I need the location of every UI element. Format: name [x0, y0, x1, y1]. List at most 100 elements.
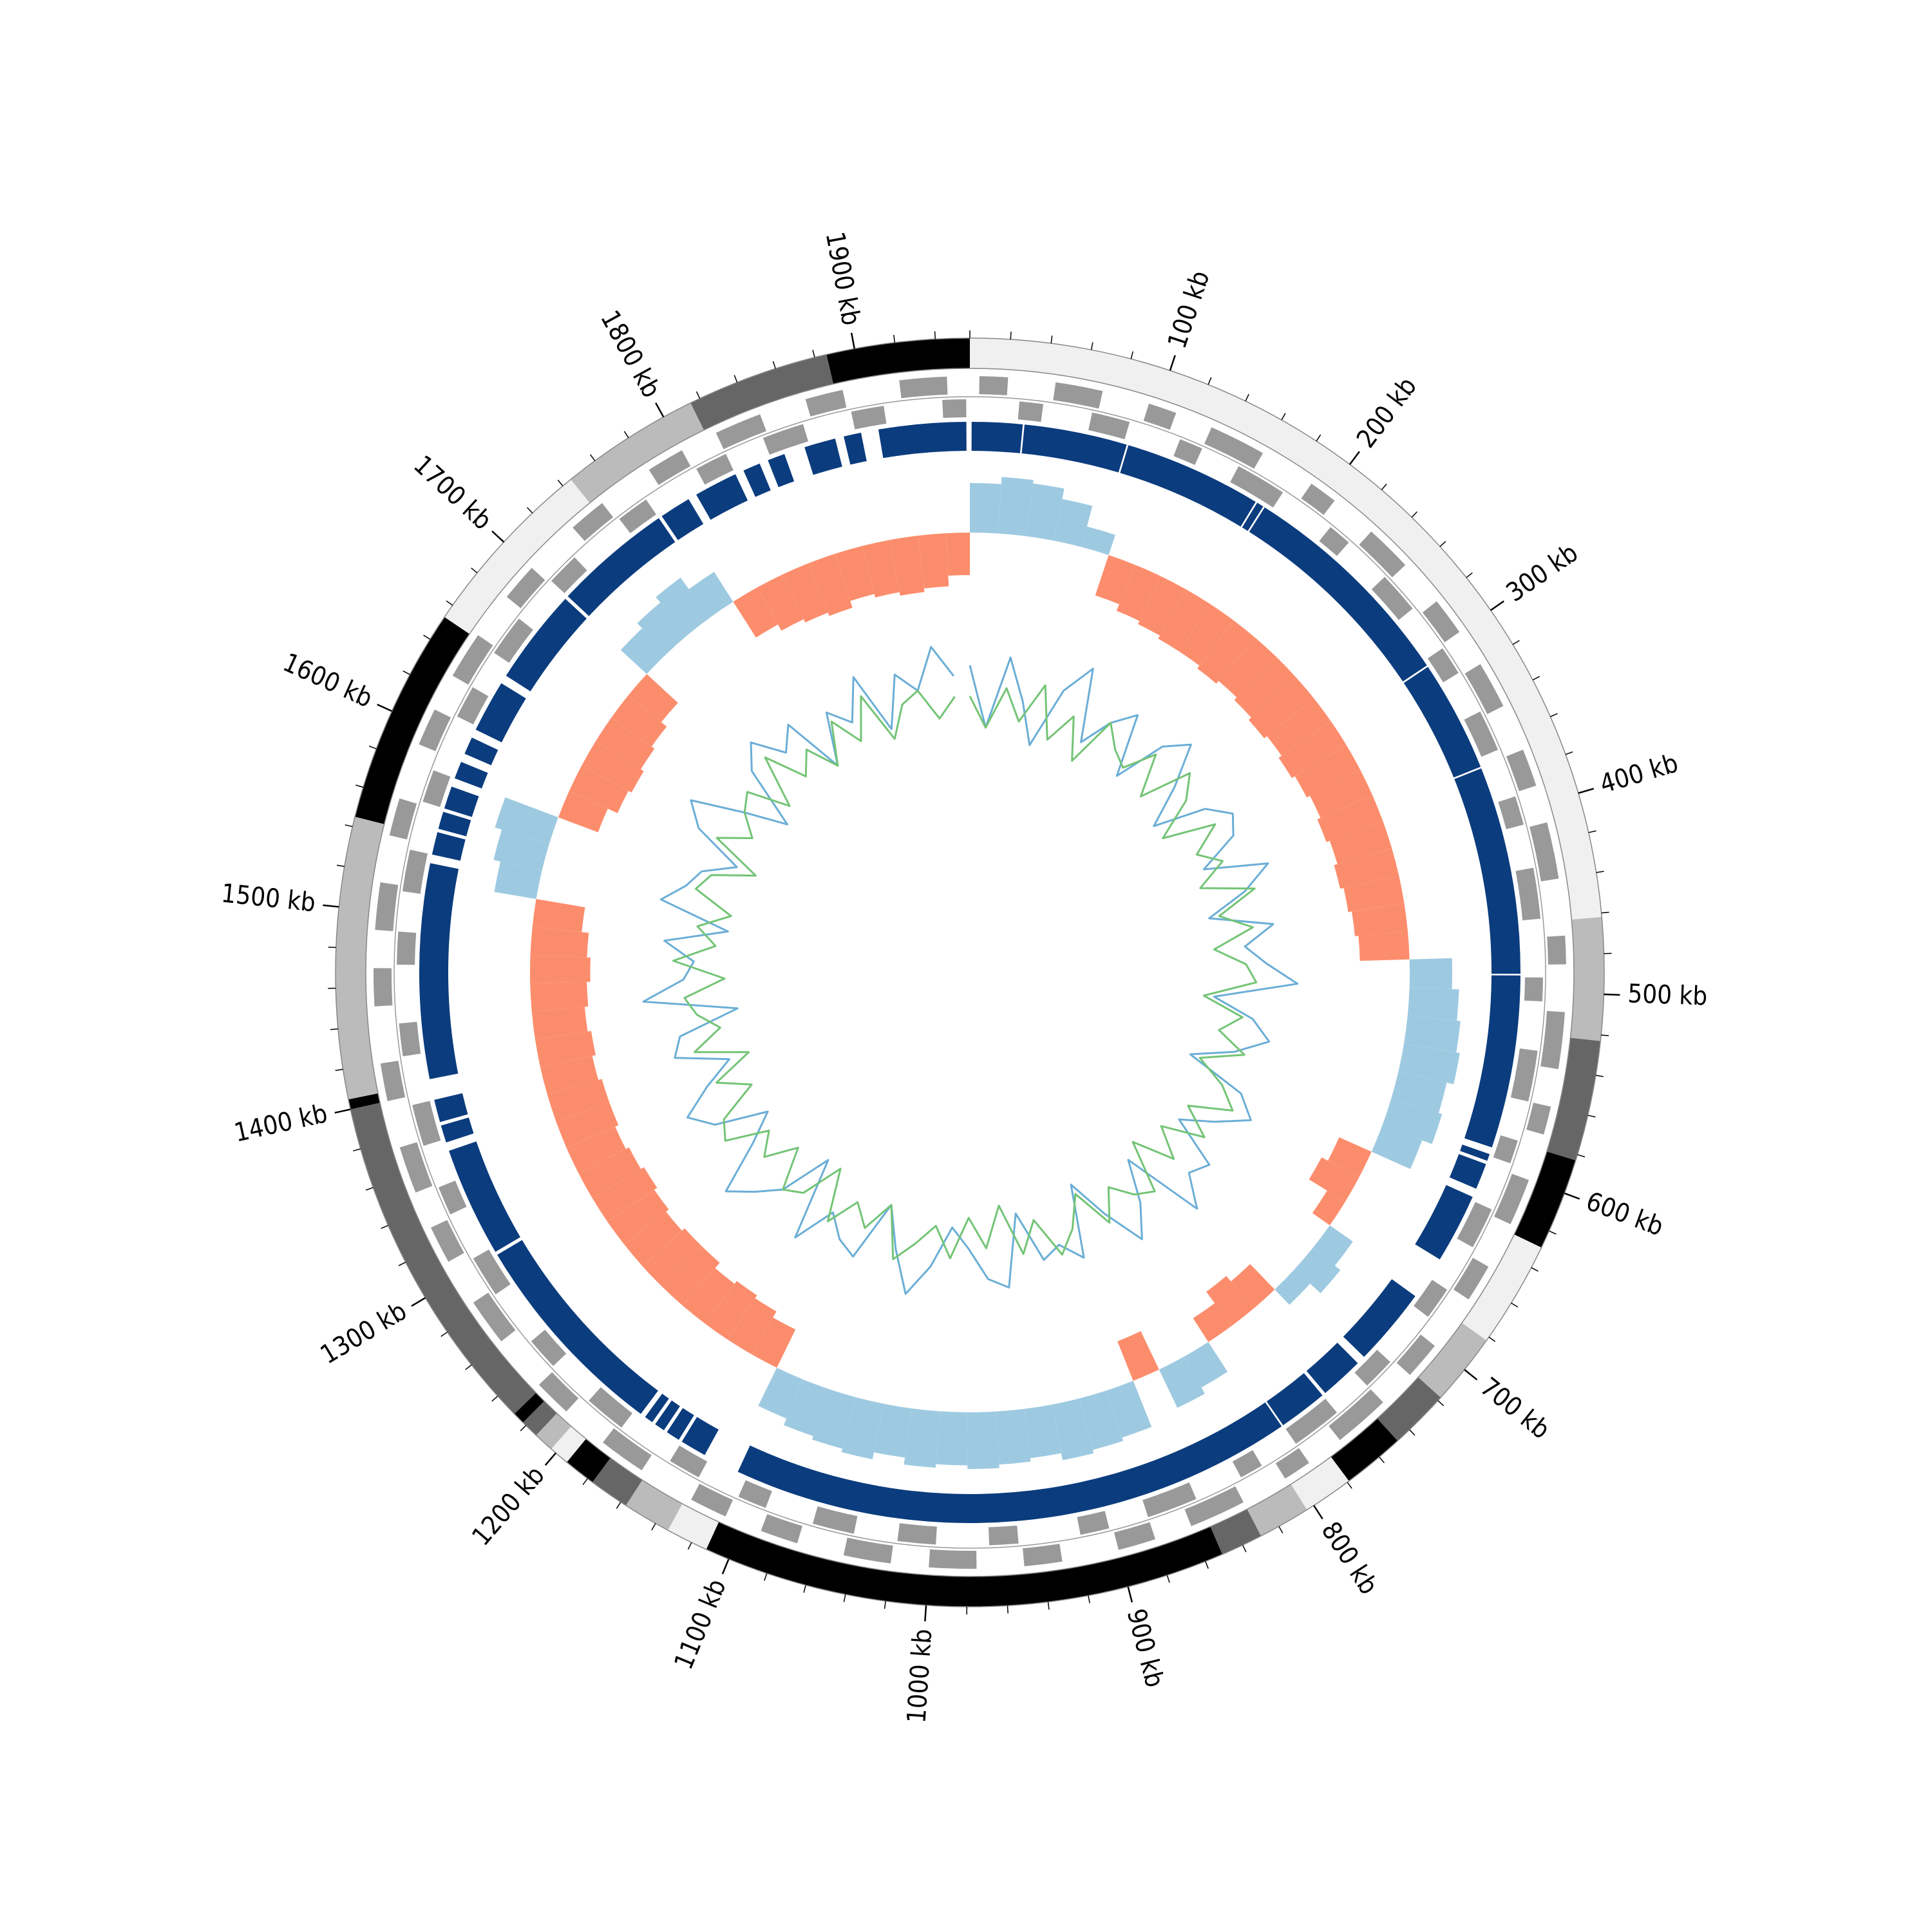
- minor-tick: [1588, 830, 1596, 833]
- skew-bar: [656, 578, 710, 636]
- minor-tick: [1130, 351, 1133, 359]
- block: [1415, 1185, 1473, 1260]
- gene-reverse: [897, 1523, 937, 1545]
- gene-reverse: [457, 687, 489, 724]
- skew-bar: [811, 1389, 857, 1449]
- skew-bar: [967, 1411, 999, 1469]
- skew-bar: [1352, 903, 1408, 936]
- major-tick: [924, 1605, 927, 1622]
- skew-bar: [782, 563, 828, 623]
- skew-bar: [936, 1411, 968, 1466]
- skew-bar: [547, 1079, 610, 1122]
- skew-bar: [757, 574, 804, 631]
- skew-bar: [1327, 1137, 1372, 1177]
- block: [1021, 424, 1127, 473]
- skew-bar: [1218, 638, 1276, 698]
- skew-bar: [1343, 875, 1405, 913]
- gene-forward: [979, 376, 1009, 395]
- minor-tick: [423, 634, 431, 640]
- gene-forward: [843, 1537, 893, 1564]
- gene-reverse: [1230, 466, 1283, 507]
- gene-forward: [1422, 601, 1460, 643]
- minor-tick: [1007, 1605, 1009, 1614]
- major-tick: [1313, 1504, 1323, 1520]
- skew-bar: [1106, 1381, 1152, 1438]
- skew-bar: [808, 553, 853, 616]
- skew-bar: [862, 540, 900, 598]
- gene-forward: [1506, 750, 1537, 791]
- block: [645, 1394, 669, 1423]
- gene-reverse: [422, 770, 451, 808]
- minor-tick: [772, 361, 776, 369]
- skew-bar: [607, 1189, 669, 1245]
- gene-reverse: [438, 1180, 467, 1215]
- skew-bar: [1294, 744, 1361, 798]
- minor-tick: [893, 334, 896, 343]
- gene-reverse: [1524, 977, 1543, 1001]
- skew-bar: [1407, 987, 1459, 1021]
- minor-tick: [1596, 871, 1604, 873]
- major-tick: [544, 1452, 557, 1466]
- skew-bar: [1116, 565, 1161, 621]
- band: [1210, 1509, 1262, 1555]
- skew-bar: [1317, 795, 1383, 842]
- band: [1546, 1037, 1601, 1161]
- major-tick: [1490, 600, 1504, 611]
- skew-bar: [592, 1167, 658, 1222]
- minor-tick: [1281, 413, 1286, 421]
- minor-tick: [345, 824, 353, 828]
- skew-bar: [1095, 554, 1135, 605]
- gene-reverse: [473, 1249, 511, 1294]
- skew-bar: [918, 533, 949, 589]
- gene-forward: [506, 567, 545, 609]
- gene-reverse: [670, 1445, 708, 1478]
- skew-bar: [873, 1403, 912, 1458]
- band: [335, 817, 384, 1100]
- block: [768, 453, 795, 488]
- skew-bar: [1024, 1404, 1061, 1459]
- block: [661, 498, 704, 540]
- minor-tick: [398, 1262, 406, 1267]
- skew-bar: [889, 535, 925, 596]
- gene-reverse: [531, 1329, 567, 1367]
- gene-reverse: [1457, 1202, 1492, 1247]
- minor-tick: [402, 670, 410, 676]
- major-tick: [1578, 788, 1595, 794]
- skew-bar: [1159, 1356, 1205, 1408]
- block: [431, 832, 466, 861]
- minor-tick: [1166, 1575, 1170, 1583]
- minor-tick: [440, 1331, 448, 1337]
- skew-bar: [581, 741, 644, 793]
- band: [536, 1413, 571, 1450]
- minor-tick: [520, 1425, 527, 1432]
- band: [625, 1480, 683, 1531]
- gene-forward: [573, 503, 614, 542]
- minor-tick: [1050, 336, 1053, 344]
- minor-tick: [446, 600, 453, 606]
- gene-forward: [1301, 484, 1335, 515]
- block: [1266, 1373, 1323, 1426]
- inner-line: [642, 646, 1299, 1295]
- skew-bar: [1206, 1276, 1254, 1326]
- skew-bar: [1312, 1225, 1353, 1266]
- minor-tick: [1379, 1456, 1385, 1464]
- block: [667, 1408, 694, 1440]
- band: [690, 354, 834, 430]
- gene-reverse: [1493, 1135, 1518, 1164]
- skew-bar: [1137, 576, 1186, 636]
- gene-forward: [419, 709, 451, 752]
- skew-bar: [532, 898, 585, 933]
- skew-bar: [705, 1281, 757, 1340]
- skew-bar: [1312, 1190, 1345, 1226]
- gene-reverse: [494, 618, 533, 663]
- skew-bar: [620, 628, 667, 674]
- band: [551, 1426, 586, 1463]
- block: [434, 1093, 468, 1122]
- skew-bar: [1081, 526, 1115, 555]
- skew-bar: [683, 1268, 735, 1323]
- gene-forward: [1526, 1103, 1551, 1135]
- skew-bar: [835, 545, 875, 601]
- minor-tick: [1437, 1400, 1444, 1406]
- block: [1249, 507, 1427, 682]
